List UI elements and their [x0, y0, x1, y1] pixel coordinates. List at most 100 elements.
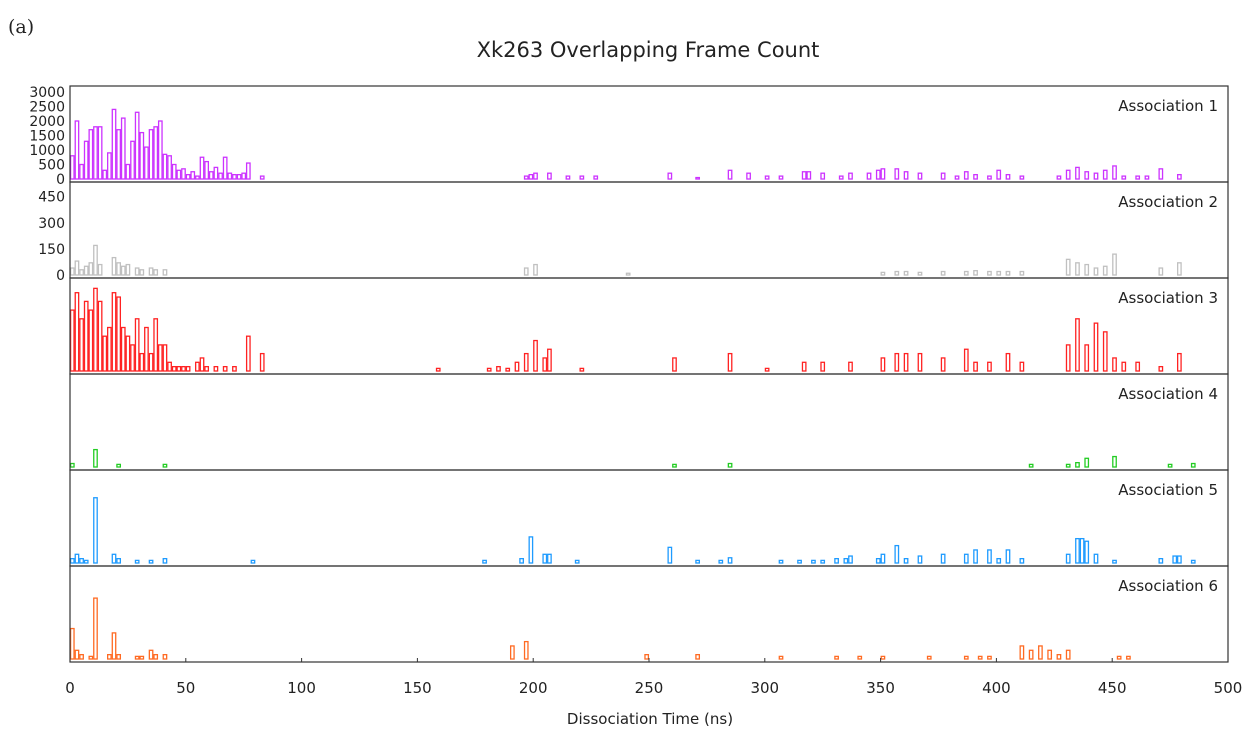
bar-s1-61 — [894, 168, 900, 180]
bar-s5-14 — [542, 553, 548, 564]
bar-s2-22 — [917, 271, 923, 276]
bar-s1-74 — [1075, 166, 1080, 180]
bar-s3-52 — [903, 352, 909, 372]
bar-s6-31 — [1116, 655, 1122, 660]
bar-s3-22 — [171, 365, 177, 372]
bar-s3-31 — [232, 365, 237, 372]
bar-s6-17 — [778, 655, 784, 660]
x-tick-label-450: 450 — [1098, 679, 1127, 697]
bar-s3-46 — [764, 367, 770, 372]
bar-s1-30 — [208, 171, 214, 180]
bar-s5-16 — [574, 559, 580, 564]
bar-s6-15 — [644, 654, 650, 660]
bar-s3-62 — [1084, 344, 1090, 372]
bar-s1-75 — [1084, 171, 1090, 180]
bar-s1-28 — [199, 156, 205, 180]
bar-s3-48 — [820, 361, 826, 372]
bar-s3-24 — [181, 365, 186, 372]
bar-s1-8 — [107, 152, 112, 180]
bar-s4-2 — [116, 463, 122, 468]
bar-s3-49 — [848, 361, 853, 372]
bar-s1-25 — [185, 173, 191, 180]
bar-s2-13 — [148, 267, 154, 276]
bar-s3-38 — [514, 361, 520, 372]
bar-s3-5 — [93, 287, 98, 372]
bar-s1-34 — [227, 172, 233, 180]
bar-s1-11 — [120, 117, 126, 180]
bar-s1-42 — [533, 172, 538, 180]
bar-s1-16 — [144, 146, 149, 180]
bar-s1-3 — [83, 140, 89, 180]
bar-s5-35 — [973, 549, 978, 564]
bar-s3-25 — [185, 365, 191, 372]
bar-s3-9 — [111, 292, 117, 372]
y-tick-label-s2-300: 300 — [38, 216, 65, 232]
bar-s6-18 — [834, 655, 839, 660]
bar-s1-64 — [940, 172, 946, 180]
bar-s4-9 — [1084, 457, 1090, 468]
bar-s5-20 — [727, 557, 733, 564]
bar-s4-3 — [162, 463, 168, 468]
bar-s2-36 — [1158, 267, 1164, 276]
bar-s1-51 — [764, 175, 770, 180]
bar-s2-7 — [111, 256, 117, 276]
y-tick-label-s1-0: 0 — [56, 172, 65, 188]
y-tick-label-s1-1500: 1500 — [29, 129, 65, 145]
bar-s3-69 — [1176, 352, 1182, 372]
x-tick-label-250: 250 — [635, 679, 664, 697]
bar-s1-27 — [195, 175, 200, 180]
bar-s1-69 — [996, 169, 1002, 180]
bar-s2-24 — [963, 270, 969, 276]
bar-s2-28 — [1005, 270, 1011, 276]
bar-s1-57 — [848, 172, 853, 180]
bar-s3-27 — [199, 357, 205, 372]
bar-s5-2 — [79, 558, 84, 564]
bar-s5-45 — [1112, 559, 1117, 564]
bar-s1-52 — [778, 175, 784, 180]
bar-s6-1 — [74, 649, 80, 660]
x-tick-label-150: 150 — [403, 679, 432, 697]
bar-s3-53 — [917, 352, 923, 372]
panel-frame-6 — [69, 565, 1229, 663]
bar-s1-33 — [222, 156, 228, 180]
bar-s1-58 — [866, 172, 872, 180]
bar-s4-4 — [672, 463, 677, 468]
bar-s4-6 — [1028, 463, 1034, 468]
bar-s1-6 — [97, 126, 103, 180]
bar-s3-63 — [1093, 322, 1099, 372]
bar-s2-19 — [880, 271, 886, 276]
chart-title: Xk263 Overlapping Frame Count — [476, 38, 820, 62]
bar-s6-19 — [857, 655, 863, 660]
bar-s1-46 — [593, 175, 599, 180]
bar-s2-14 — [153, 269, 159, 276]
bar-s3-57 — [987, 361, 992, 372]
bar-s2-18 — [625, 272, 631, 276]
bar-s1-24 — [181, 168, 186, 180]
bar-s3-28 — [204, 365, 210, 372]
bar-s1-56 — [838, 175, 844, 180]
bar-s1-73 — [1065, 169, 1071, 180]
bar-s3-54 — [940, 357, 946, 372]
bar-s5-15 — [547, 553, 552, 564]
panel-frame-2 — [69, 181, 1229, 279]
bar-s1-47 — [667, 172, 673, 180]
bar-s5-47 — [1172, 555, 1178, 564]
bar-s3-14 — [134, 318, 140, 372]
bar-s1-83 — [1176, 173, 1182, 180]
bar-s3-3 — [83, 300, 89, 372]
bar-s4-7 — [1065, 463, 1071, 468]
bar-s5-36 — [987, 549, 992, 564]
bar-s3-16 — [144, 326, 149, 372]
bar-s1-41 — [528, 173, 534, 180]
bar-s3-18 — [153, 318, 159, 372]
bar-s6-29 — [1056, 654, 1062, 660]
bar-s5-19 — [718, 559, 724, 564]
bar-s2-15 — [162, 269, 168, 276]
bar-s5-13 — [528, 536, 534, 564]
bar-s5-30 — [894, 544, 900, 564]
bar-s1-71 — [1019, 175, 1025, 180]
panel-label: (a) — [8, 16, 35, 38]
bar-s5-37 — [996, 558, 1002, 564]
bar-s5-46 — [1158, 558, 1164, 564]
bar-s1-48 — [695, 176, 701, 180]
